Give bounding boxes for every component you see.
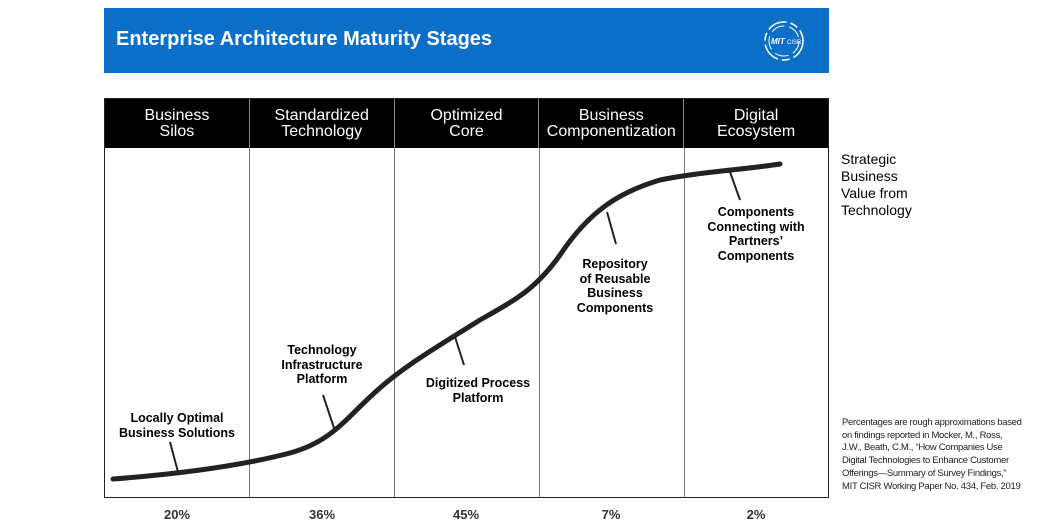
callout-components-partners: Components Connecting with Partners’ Com… [707,205,805,263]
percent-optimized-core: 45% [452,507,480,522]
source-note: Percentages are rough approximations bas… [842,417,1022,492]
divider [684,148,685,497]
divider [539,148,540,497]
callout-locally-optimal: Locally Optimal Business Solutions [119,411,235,440]
callout-digitized-process: Digitized Process Platform [425,376,531,405]
leader-line [169,441,179,473]
callout-technology-infrastructure: Technology Infrastructure Platform [281,343,363,386]
y-axis-label: Strategic Business Value from Technology [841,151,912,218]
mit-cisr-logo: MIT CISR [764,21,804,61]
leader-line [606,211,617,245]
stage-header-row: Business Silos Standardized Technology O… [105,99,828,148]
percent-business-componentization: 7% [601,507,621,522]
percent-business-silos: 20% [163,507,191,522]
stage-digital-ecosystem: Digital Ecosystem [716,106,796,140]
slide-title: Enterprise Architecture Maturity Stages [116,28,493,50]
svg-text:CISR: CISR [787,40,802,46]
callout-repository: Repository of Reusable Business Componen… [576,257,654,315]
leader-line [454,336,465,366]
leader-line [322,394,335,429]
stage-optimized-core: Optimized Core [395,99,540,148]
divider [249,148,250,497]
leader-line [729,171,741,201]
maturity-table: Business Silos Standardized Technology O… [104,98,829,498]
title-banner: Enterprise Architecture Maturity Stages … [104,8,829,73]
stage-business-componentization: Business Componentization [539,99,685,148]
svg-text:MIT: MIT [771,37,786,46]
percent-standardized-technology: 36% [308,507,336,522]
divider [394,148,395,497]
value-curve [110,161,783,482]
stage-business-silos: Business Silos [105,99,250,148]
percent-digital-ecosystem: 2% [746,507,766,522]
stage-standardized-technology: Standardized Technology [250,99,395,148]
